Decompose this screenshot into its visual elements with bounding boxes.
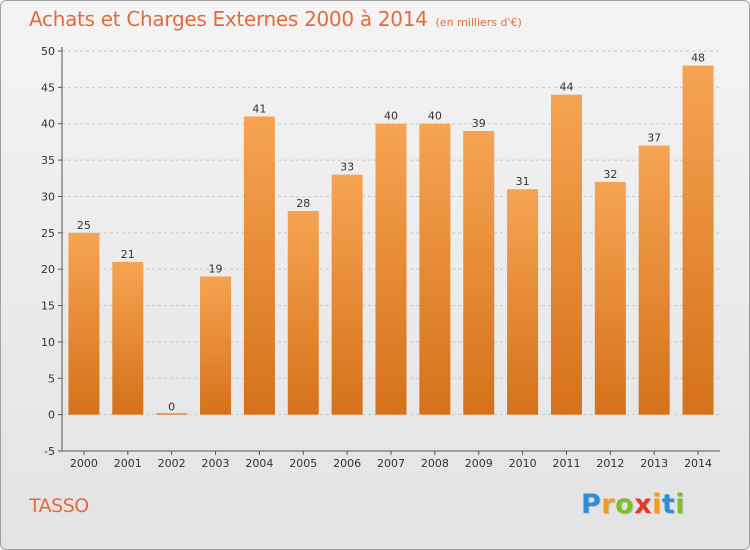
- bar-data-label: 25: [77, 219, 91, 232]
- y-tick-label: 25: [41, 227, 55, 240]
- y-tick-label: 15: [41, 300, 55, 313]
- bar: [331, 174, 363, 415]
- y-tick-label: 5: [48, 372, 55, 385]
- x-tick-label: 2014: [684, 457, 712, 470]
- bar-data-label: 21: [121, 248, 135, 261]
- bar: [375, 123, 407, 415]
- x-tick-label: 2012: [596, 457, 624, 470]
- x-tick-label: 2001: [114, 457, 142, 470]
- bar: [287, 211, 319, 415]
- x-tick-label: 2003: [202, 457, 230, 470]
- y-tick-label: 40: [41, 118, 55, 131]
- x-tick-label: 2004: [245, 457, 273, 470]
- y-tick-label: 50: [41, 45, 55, 58]
- logo-letter: P: [581, 489, 602, 520]
- x-tick-label: 2008: [421, 457, 449, 470]
- x-tick-label: 2011: [552, 457, 580, 470]
- bar-data-label: 32: [603, 168, 617, 181]
- chart-subtitle: (en milliers d'€): [435, 16, 522, 29]
- y-tick-label: 0: [48, 409, 55, 422]
- bar: [550, 94, 582, 415]
- y-tick-label: 45: [41, 81, 55, 94]
- x-tick-label: 2013: [640, 457, 668, 470]
- bar: [156, 413, 188, 415]
- bar-data-label: 19: [209, 262, 223, 275]
- y-tick-label: 30: [41, 190, 55, 203]
- x-tick-label: 2010: [509, 457, 537, 470]
- y-tick-label: 10: [41, 336, 55, 349]
- bar-data-label: 48: [691, 52, 705, 65]
- x-tick-label: 2009: [465, 457, 493, 470]
- bar-data-label: 40: [428, 110, 442, 123]
- logo-letter: t: [661, 489, 676, 520]
- bar: [594, 181, 626, 415]
- bar: [243, 116, 275, 415]
- bar: [463, 131, 495, 415]
- bar: [507, 189, 539, 415]
- logo-letter: o: [615, 489, 635, 520]
- bar-data-label: 33: [340, 161, 354, 174]
- x-tick-label: 2006: [333, 457, 361, 470]
- bar-data-label: 0: [168, 401, 175, 414]
- chart-title: Achats et Charges Externes 2000 à 2014: [29, 7, 428, 31]
- bar-data-label: 31: [516, 175, 530, 188]
- y-tick-label: 20: [41, 263, 55, 276]
- logo-letter: r: [601, 489, 616, 520]
- x-tick-label: 2000: [70, 457, 98, 470]
- y-tick-label: 35: [41, 154, 55, 167]
- logo-letter: i: [652, 489, 662, 520]
- bar-data-label: 40: [384, 110, 398, 123]
- bar: [200, 276, 232, 415]
- proxiti-logo: Proxiti: [581, 489, 685, 520]
- bar-data-label: 28: [296, 197, 310, 210]
- bar-data-label: 41: [252, 102, 266, 115]
- commune-name: TASSO: [29, 495, 89, 517]
- logo-letter: i: [675, 489, 686, 520]
- bar: [419, 123, 451, 415]
- x-tick-label: 2007: [377, 457, 405, 470]
- bar: [638, 145, 670, 415]
- bar-data-label: 39: [472, 117, 486, 130]
- bar: [112, 261, 144, 415]
- logo-letter: x: [634, 489, 653, 520]
- bar: [68, 232, 100, 415]
- y-tick-label: -5: [44, 445, 55, 458]
- bar-data-label: 37: [647, 132, 661, 145]
- chart-title-row: Achats et Charges Externes 2000 à 2014 (e…: [29, 7, 522, 31]
- x-tick-label: 2005: [289, 457, 317, 470]
- bar: [682, 65, 714, 415]
- x-tick-label: 2002: [158, 457, 186, 470]
- bar-data-label: 44: [559, 81, 573, 94]
